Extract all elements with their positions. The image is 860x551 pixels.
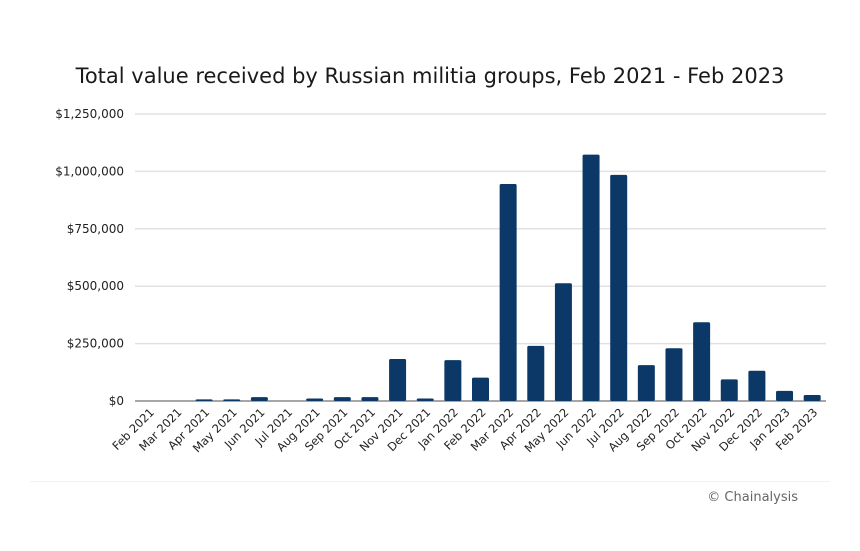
- bar: [582, 154, 600, 401]
- bar: [223, 399, 241, 401]
- bar: [665, 348, 683, 401]
- bar: [610, 174, 628, 401]
- footer-divider: [30, 481, 830, 482]
- bar: [720, 379, 738, 401]
- bar: [333, 397, 351, 401]
- y-tick-label: $250,000: [67, 337, 124, 351]
- bar: [637, 365, 655, 401]
- bar: [803, 395, 821, 401]
- bar: [416, 398, 434, 401]
- bar: [748, 370, 766, 401]
- y-tick-label: $500,000: [67, 279, 124, 293]
- bar: [444, 360, 462, 401]
- bar: [250, 397, 268, 401]
- bar: [776, 390, 794, 401]
- chart-title: Total value received by Russian militia …: [75, 64, 785, 88]
- bar: [306, 398, 324, 401]
- bar: [693, 322, 711, 401]
- bar: [554, 283, 572, 401]
- bar: [527, 345, 545, 401]
- y-tick-label: $0: [109, 394, 124, 408]
- source-credit: © Chainalysis: [707, 490, 798, 505]
- y-tick-label: $750,000: [67, 222, 124, 236]
- bar: [361, 397, 379, 401]
- bar: [389, 358, 407, 401]
- bar: [195, 399, 213, 401]
- y-tick-label: $1,250,000: [55, 107, 124, 121]
- y-tick-label: $1,000,000: [55, 164, 124, 178]
- bar: [472, 377, 489, 401]
- bar: [499, 184, 517, 401]
- bar-chart: $0 $250,000 $500,000 $750,000 $1,000,000 $1,2…: [55, 107, 826, 455]
